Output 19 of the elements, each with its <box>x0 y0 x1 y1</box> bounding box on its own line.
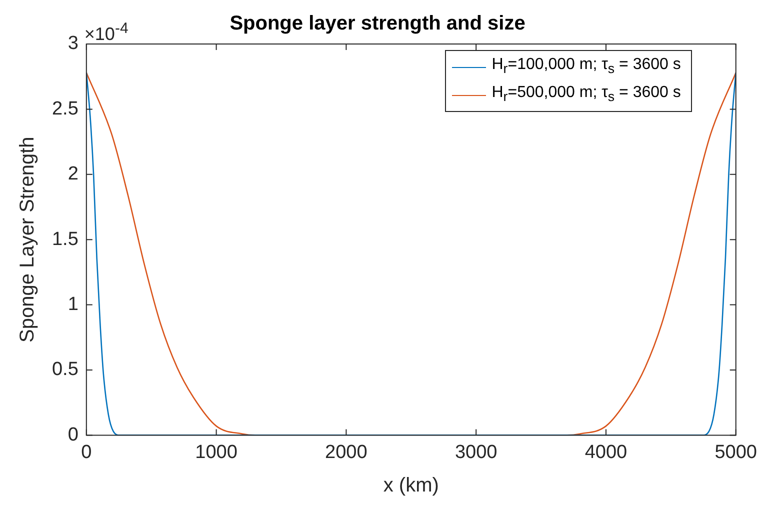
x-tick-label: 5000 <box>714 442 758 463</box>
y-tick-label: 2.5 <box>52 98 78 120</box>
legend-label: H$_{r}$=500,000 m; τ$_{s}$ = 3600 s <box>492 83 681 106</box>
x-axis-title: x (km) <box>383 474 439 497</box>
annotation: ×10$^{-4}$ <box>84 20 128 45</box>
y-tick-label: 3 <box>68 33 78 54</box>
y-axis-title: Sponge Layer Strength <box>16 136 39 342</box>
y-tick-label: 1 <box>68 294 78 316</box>
y-tick-label: 0 <box>68 424 78 446</box>
legend-label: H$_{r}$=100,000 m; τ$_{s}$ = 3600 s <box>492 55 681 78</box>
chart-title: Sponge layer strength and size <box>230 12 526 35</box>
x-tick-label: 2000 <box>325 442 368 463</box>
x-tick-label: 1000 <box>195 442 238 463</box>
y-tick-label: 1.5 <box>52 228 78 250</box>
x-tick-label: 4000 <box>584 442 628 463</box>
x-tick-label: 0 <box>81 442 92 463</box>
y-tick-label: 0.5 <box>52 359 78 380</box>
x-tick-label: 3000 <box>454 442 498 463</box>
y-tick-label: 2 <box>68 164 78 185</box>
